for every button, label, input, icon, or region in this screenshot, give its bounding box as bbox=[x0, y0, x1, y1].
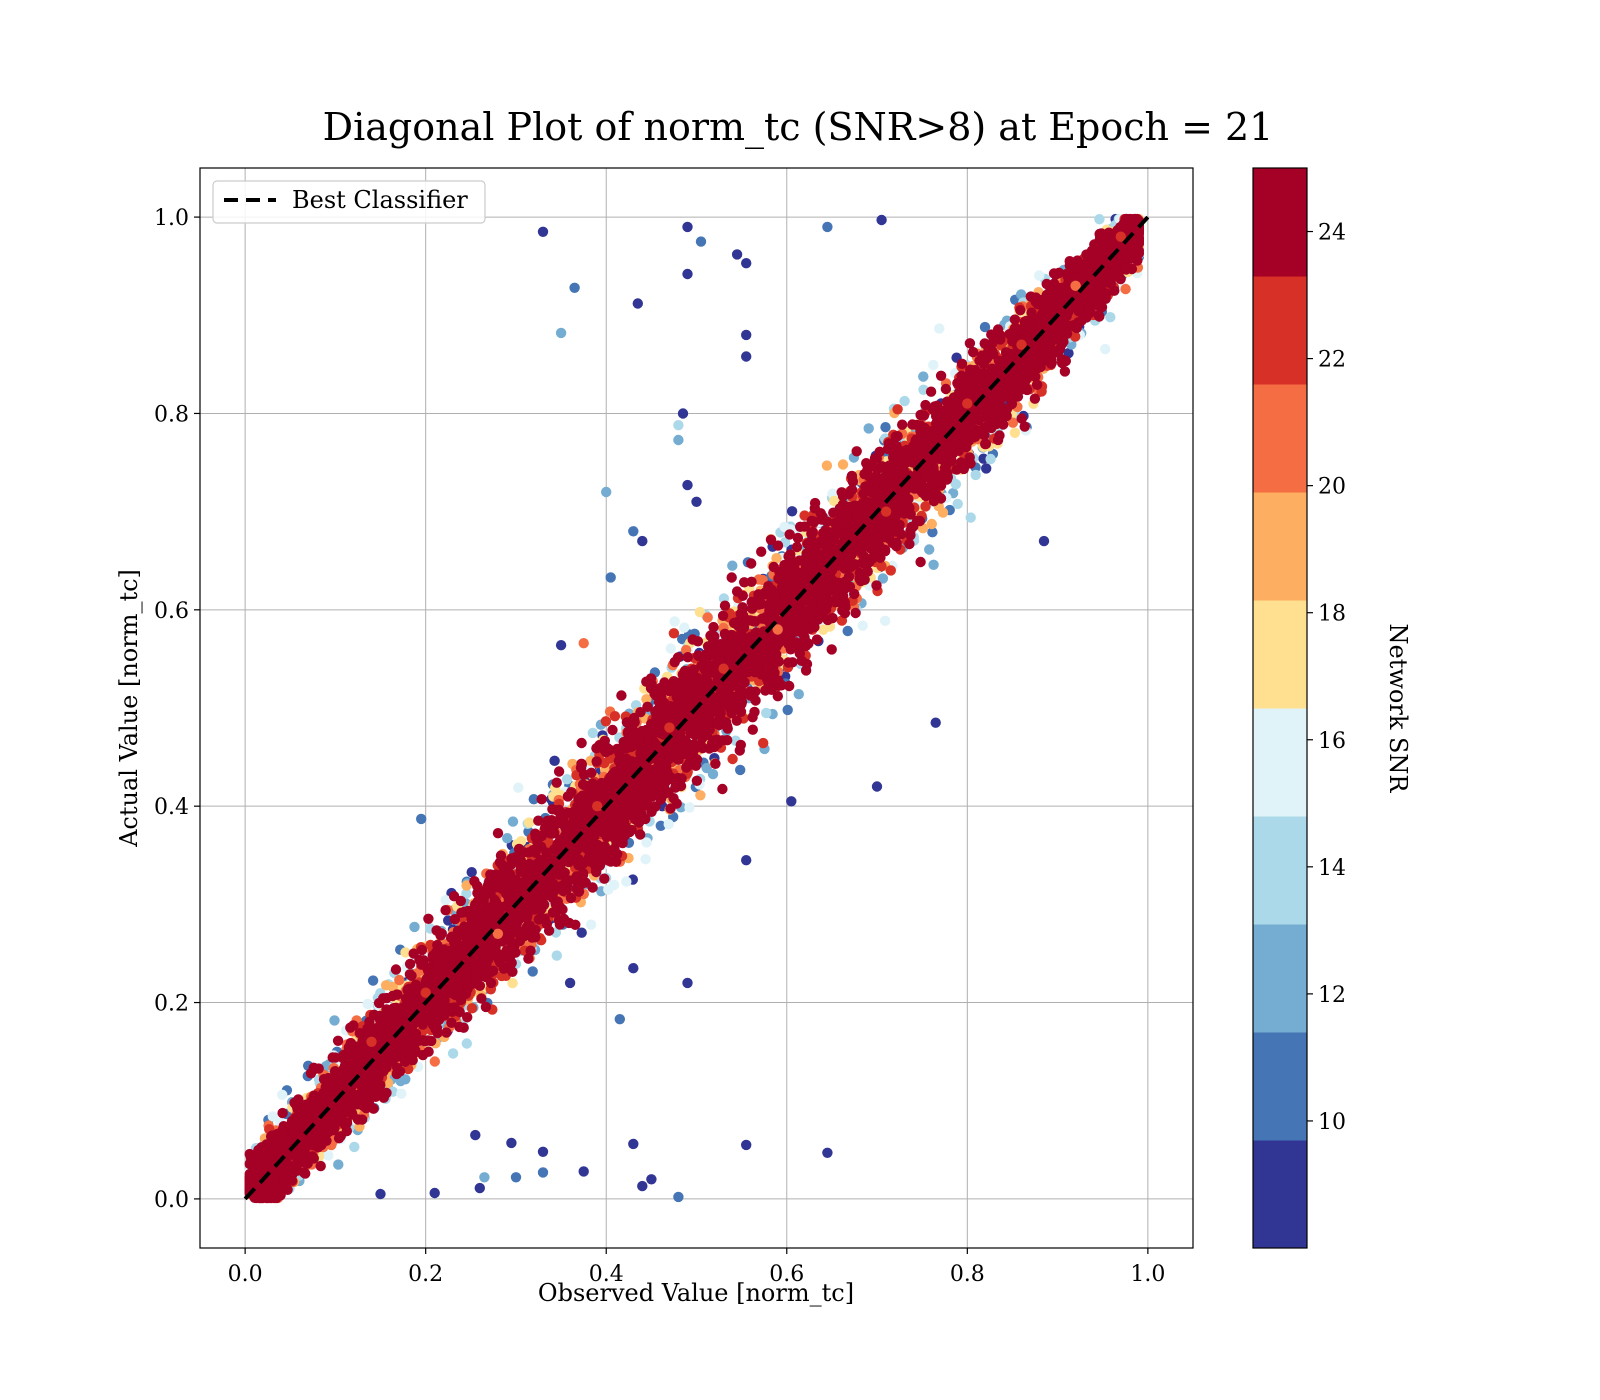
data-point bbox=[585, 919, 597, 930]
data-point bbox=[880, 422, 891, 433]
data-point bbox=[857, 620, 868, 631]
data-point bbox=[587, 727, 598, 739]
data-point bbox=[821, 460, 833, 471]
data-point bbox=[885, 565, 896, 576]
data-point bbox=[267, 1111, 278, 1122]
data-point bbox=[927, 527, 938, 538]
data-point bbox=[362, 998, 373, 1010]
data-point bbox=[655, 820, 666, 831]
data-point bbox=[640, 854, 651, 865]
data-point bbox=[323, 1150, 334, 1161]
data-point bbox=[396, 1088, 407, 1099]
data-point bbox=[924, 544, 935, 555]
data-point bbox=[1105, 312, 1116, 323]
data-point bbox=[965, 512, 976, 523]
data-point bbox=[333, 1159, 344, 1170]
data-point bbox=[707, 768, 719, 780]
data-point bbox=[918, 371, 929, 382]
data-point bbox=[1016, 289, 1027, 300]
data-point bbox=[447, 1048, 459, 1059]
data-point bbox=[349, 1141, 360, 1153]
data-point bbox=[1034, 270, 1045, 281]
scatter-points bbox=[244, 213, 1145, 1204]
data-point bbox=[576, 927, 587, 938]
data-point bbox=[926, 518, 937, 530]
data-point bbox=[761, 707, 772, 719]
data-point bbox=[608, 879, 620, 891]
data-point bbox=[669, 616, 680, 627]
data-point bbox=[863, 423, 874, 434]
data-point bbox=[779, 521, 790, 533]
data-point bbox=[551, 950, 562, 961]
data-point bbox=[735, 764, 746, 776]
data-point bbox=[818, 624, 829, 635]
data-point bbox=[380, 980, 392, 991]
data-point bbox=[1094, 214, 1105, 225]
data-point bbox=[528, 794, 539, 805]
chart-title: Diagonal Plot of norm_tc (SNR>8) at Epoc… bbox=[323, 105, 1274, 150]
data-point bbox=[277, 1089, 288, 1101]
data-point bbox=[782, 704, 793, 716]
data-point bbox=[466, 867, 477, 878]
data-point bbox=[702, 612, 713, 623]
plot-area: 0.0 0.2 0.4 0.6 0.8 1.0 0.00.20.40.60.81.0 Be… bbox=[154, 167, 1194, 1287]
data-point bbox=[663, 819, 674, 830]
data-point bbox=[1100, 343, 1111, 355]
data-point bbox=[549, 755, 560, 766]
data-point bbox=[665, 643, 676, 654]
data-point bbox=[786, 506, 798, 517]
data-point bbox=[684, 802, 695, 813]
data-point bbox=[679, 622, 690, 633]
data-point bbox=[1120, 283, 1131, 295]
data-point bbox=[400, 947, 411, 958]
data-point bbox=[837, 459, 849, 470]
data-point bbox=[466, 1003, 478, 1014]
data-point bbox=[1009, 427, 1021, 438]
data-point bbox=[694, 606, 706, 618]
data-point bbox=[952, 498, 963, 510]
data-point bbox=[899, 395, 910, 407]
data-point bbox=[461, 1038, 472, 1049]
data-point bbox=[934, 323, 945, 334]
data-point bbox=[879, 615, 891, 626]
data-point bbox=[609, 711, 621, 722]
data-point bbox=[502, 833, 513, 844]
data-point bbox=[461, 888, 472, 899]
data-point bbox=[507, 977, 518, 989]
data-point bbox=[985, 453, 996, 465]
data-point bbox=[695, 790, 706, 801]
data-point bbox=[641, 837, 652, 848]
data-point bbox=[561, 774, 573, 785]
data-point bbox=[877, 573, 889, 584]
data-point bbox=[523, 817, 535, 828]
data-point bbox=[329, 1015, 340, 1026]
data-point bbox=[928, 559, 939, 570]
data-point bbox=[842, 625, 853, 637]
data-point bbox=[771, 553, 782, 564]
data-point bbox=[527, 966, 538, 977]
data-point bbox=[429, 1056, 440, 1067]
data-point bbox=[513, 782, 524, 793]
data-point bbox=[394, 974, 405, 986]
data-point bbox=[409, 921, 420, 933]
data-point bbox=[507, 816, 519, 827]
data-point bbox=[793, 689, 804, 700]
data-point bbox=[981, 463, 992, 474]
data-point bbox=[758, 737, 769, 749]
data-point bbox=[367, 975, 379, 986]
data-point bbox=[400, 1074, 411, 1085]
data-point bbox=[979, 321, 991, 333]
data-point bbox=[621, 876, 632, 887]
data-point bbox=[440, 895, 451, 906]
data-point bbox=[727, 560, 738, 571]
data-point bbox=[677, 633, 688, 645]
data-point bbox=[928, 359, 939, 371]
data-point bbox=[1063, 348, 1074, 359]
data-point bbox=[970, 469, 981, 481]
